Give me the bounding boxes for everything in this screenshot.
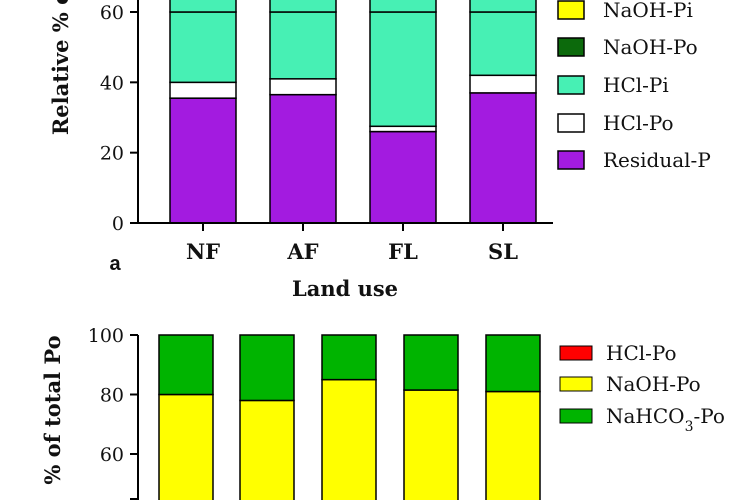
y-tick-label: 40 [100, 72, 124, 94]
legend-swatch-naoh-po [557, 37, 585, 57]
bar-hcl-po-nf [169, 81, 237, 99]
bar-hcl-pi-fl [369, 11, 437, 128]
legend-label-hcl-po: HCl-Po [606, 341, 677, 365]
legend-swatch-hcl-pi [557, 75, 585, 95]
bar-hcl-pi-nf [169, 11, 237, 84]
bar-nahco3-po-5 [485, 334, 541, 393]
bar-residual-p-sl [469, 92, 537, 224]
bar-hcl-pi-upper-af [269, 0, 337, 13]
x-tick-label: AF [286, 239, 318, 264]
bar-residual-p-nf [169, 97, 237, 224]
bar-naoh-po-2 [239, 399, 295, 500]
bar-nahco3-po-2 [239, 334, 295, 402]
legend-swatch-naoh-po [559, 376, 593, 392]
legend-label-residual-p: Residual-P [603, 148, 711, 172]
bar-hcl-po-fl [369, 125, 437, 133]
bar-hcl-pi-upper-sl [469, 0, 537, 13]
bar-nahco3-po-3 [321, 334, 377, 381]
y-tick-label: 80 [100, 385, 124, 407]
bar-nahco3-po-4 [403, 334, 459, 391]
bar-naoh-po-5 [485, 390, 541, 500]
bar-naoh-po-1 [158, 393, 214, 500]
legend-label-naoh-po: NaOH-Po [603, 35, 698, 59]
x-tick-label: FL [388, 239, 418, 264]
bar-nahco3-po-1 [158, 334, 214, 396]
bar-hcl-po-sl [469, 74, 537, 94]
legend-label-naoh-po: NaOH-Po [606, 372, 701, 396]
bar-residual-p-af [269, 93, 337, 224]
panel-label: a [109, 253, 121, 275]
legend-swatch-naoh-pi [557, 0, 585, 20]
legend-label-hcl-pi: HCl-Pi [603, 73, 669, 97]
x-axis-title: Land use [292, 276, 398, 301]
bar-naoh-po-4 [403, 389, 459, 500]
x-tick-label: NF [186, 239, 220, 264]
bar-hcl-pi-upper-nf [169, 0, 237, 13]
y-tick-label: 60 [100, 2, 124, 24]
chart-panel-b: 60 80 100 % of total Po HCl-Po NaOH-Po NaHCO3-… [40, 325, 725, 500]
bar-hcl-po-af [269, 78, 337, 96]
bar-hcl-pi-sl [469, 11, 537, 77]
legend-label-nahco3-po: NaHCO3-Po [606, 404, 725, 435]
legend-swatch-hcl-po [557, 113, 585, 133]
bar-hcl-pi-af [269, 11, 337, 80]
y-tick-label: 0 [112, 213, 124, 235]
legend-swatch-residual-p [557, 150, 585, 170]
bar-naoh-po-3 [321, 378, 377, 500]
bar-residual-p-fl [369, 130, 437, 224]
y-tick-label: 100 [88, 325, 124, 347]
y-axis-title: % of total Po [40, 335, 65, 484]
legend-label-hcl-po: HCl-Po [603, 111, 674, 135]
legend-swatch-nahco3-po [559, 408, 593, 424]
y-axis-title: Relative % of t [48, 0, 73, 135]
chart-panel-a: 0 20 40 60 NF AF FL SL Land use Relative % of t a N… [48, 0, 711, 301]
y-tick-label: 60 [100, 444, 124, 466]
legend-swatch-hcl-po [559, 345, 593, 361]
legend-label-naoh-pi: NaOH-Pi [603, 0, 693, 22]
y-tick-label: 20 [100, 143, 124, 165]
bar-hcl-pi-upper-fl [369, 0, 437, 13]
x-tick-label: SL [488, 239, 518, 264]
